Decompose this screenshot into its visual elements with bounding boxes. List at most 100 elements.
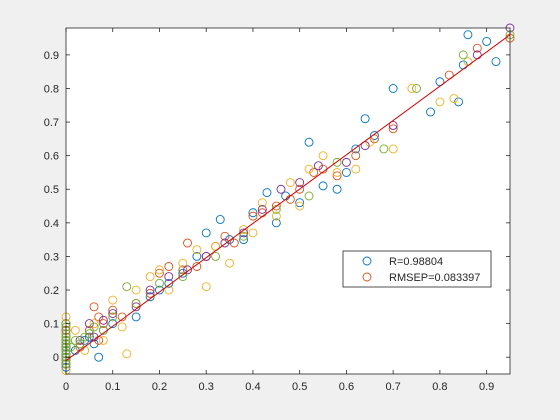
data-point (131, 312, 141, 322)
data-point (295, 198, 305, 208)
data-point (271, 218, 281, 228)
data-point (454, 97, 464, 107)
data-point (295, 201, 305, 211)
fit-line (65, 34, 511, 361)
data-point (239, 225, 249, 235)
y-tick-label: 0.9 (44, 50, 59, 62)
data-point (201, 228, 211, 238)
data-point (178, 265, 188, 275)
axes-box (65, 27, 511, 375)
legend: R=0.98804 RMSEP=0.083397 (342, 250, 492, 288)
data-point (164, 285, 174, 295)
y-tick-label: 0.3 (44, 251, 59, 263)
data-point (201, 251, 211, 261)
data-point (388, 84, 398, 93)
data-point (192, 251, 202, 261)
data-point (89, 319, 99, 329)
x-tick-label: 0.6 (339, 381, 354, 393)
x-tick-label: 0.3 (199, 381, 214, 393)
data-point (370, 131, 379, 140)
legend-marker (362, 272, 372, 282)
y-tick-label: 0.6 (44, 151, 59, 163)
data-point (248, 208, 258, 218)
data-point (304, 137, 314, 147)
data-point (89, 322, 99, 332)
data-point (271, 211, 281, 221)
x-tick-label: 0 (63, 381, 69, 393)
x-tick-label: 0.8 (432, 381, 447, 393)
data-point (248, 228, 258, 238)
data-point (225, 235, 235, 245)
data-point (271, 201, 281, 211)
data-point (108, 305, 118, 315)
data-point (426, 107, 435, 117)
data-point (341, 157, 351, 167)
x-tick-label: 0.2 (152, 381, 167, 393)
x-tick-label: 0.4 (245, 381, 260, 393)
data-point (313, 161, 323, 171)
data-point (262, 188, 272, 198)
data-point (370, 134, 379, 144)
y-tick-label: 0 (53, 352, 59, 364)
data-point (155, 268, 164, 278)
data-point (70, 335, 80, 345)
data-point (276, 184, 286, 194)
data-point (257, 204, 267, 214)
data-point (332, 171, 342, 181)
data-point (295, 184, 305, 194)
data-point (220, 231, 230, 241)
data-point (98, 315, 108, 325)
data-point (94, 352, 104, 362)
data-point (145, 285, 155, 295)
legend-marker (362, 256, 372, 266)
y-tick-label: 0.1 (44, 319, 59, 331)
data-point (449, 94, 459, 103)
data-point (295, 178, 305, 187)
data-point (108, 295, 118, 305)
data-point (75, 339, 85, 349)
data-point (220, 238, 230, 248)
x-tick-label: 0.9 (479, 381, 494, 393)
legend-label: RMSEP=0.083397 (389, 272, 480, 284)
y-tick-label: 0.7 (44, 117, 59, 129)
y-tick-label: 0.8 (44, 83, 59, 95)
data-point (412, 84, 421, 93)
data-point (225, 258, 235, 268)
data-point (155, 285, 164, 295)
data-point (215, 215, 225, 224)
data-point (192, 245, 202, 255)
data-point (318, 181, 328, 191)
data-point (183, 238, 192, 248)
data-point (155, 265, 164, 275)
data-point (155, 278, 164, 288)
y-tick-label: 0.5 (44, 184, 59, 196)
data-point (304, 164, 314, 174)
data-point (463, 30, 473, 40)
data-point (84, 329, 94, 339)
data-point (66, 342, 76, 352)
data-point (388, 144, 398, 154)
data-point (211, 251, 221, 261)
data-point (84, 332, 94, 342)
data-point (164, 272, 174, 282)
data-point (318, 151, 328, 161)
data-point (351, 164, 361, 174)
data-point (458, 50, 468, 60)
data-point (229, 238, 239, 248)
data-point (407, 84, 417, 93)
data-point (304, 191, 314, 201)
data-point (178, 268, 188, 278)
data-point (131, 302, 141, 312)
data-point (108, 309, 118, 318)
data-point (388, 124, 398, 134)
data-point (332, 184, 342, 194)
data-point (164, 278, 174, 288)
data-point (248, 211, 258, 221)
data-point (285, 178, 295, 187)
data-point (145, 272, 155, 282)
data-point (360, 114, 370, 124)
x-tick-label: 0.5 (292, 381, 307, 393)
data-point (145, 292, 155, 302)
data-point (178, 272, 188, 282)
